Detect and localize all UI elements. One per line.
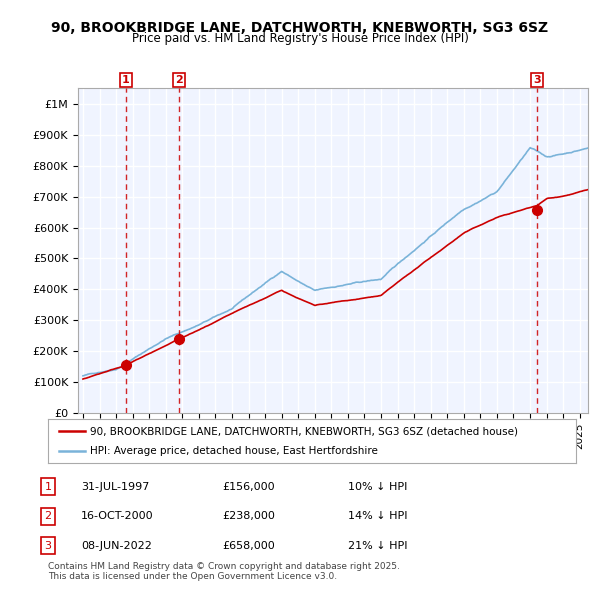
Text: 16-OCT-2000: 16-OCT-2000	[81, 512, 154, 521]
Text: HPI: Average price, detached house, East Hertfordshire: HPI: Average price, detached house, East…	[90, 446, 378, 455]
Text: 3: 3	[533, 76, 541, 85]
Text: 21% ↓ HPI: 21% ↓ HPI	[348, 541, 407, 550]
Text: 31-JUL-1997: 31-JUL-1997	[81, 482, 149, 491]
Text: Price paid vs. HM Land Registry's House Price Index (HPI): Price paid vs. HM Land Registry's House …	[131, 32, 469, 45]
Text: £156,000: £156,000	[222, 482, 275, 491]
Text: 2: 2	[175, 76, 183, 85]
Text: 2: 2	[44, 512, 52, 521]
Text: 1: 1	[122, 76, 130, 85]
Text: 3: 3	[44, 541, 52, 550]
Text: 90, BROOKBRIDGE LANE, DATCHWORTH, KNEBWORTH, SG3 6SZ (detached house): 90, BROOKBRIDGE LANE, DATCHWORTH, KNEBWO…	[90, 427, 518, 436]
Text: Contains HM Land Registry data © Crown copyright and database right 2025.
This d: Contains HM Land Registry data © Crown c…	[48, 562, 400, 581]
Text: 10% ↓ HPI: 10% ↓ HPI	[348, 482, 407, 491]
Text: 08-JUN-2022: 08-JUN-2022	[81, 541, 152, 550]
Text: 1: 1	[44, 482, 52, 491]
Text: 14% ↓ HPI: 14% ↓ HPI	[348, 512, 407, 521]
Text: £238,000: £238,000	[222, 512, 275, 521]
Text: £658,000: £658,000	[222, 541, 275, 550]
Text: 90, BROOKBRIDGE LANE, DATCHWORTH, KNEBWORTH, SG3 6SZ: 90, BROOKBRIDGE LANE, DATCHWORTH, KNEBWO…	[52, 21, 548, 35]
